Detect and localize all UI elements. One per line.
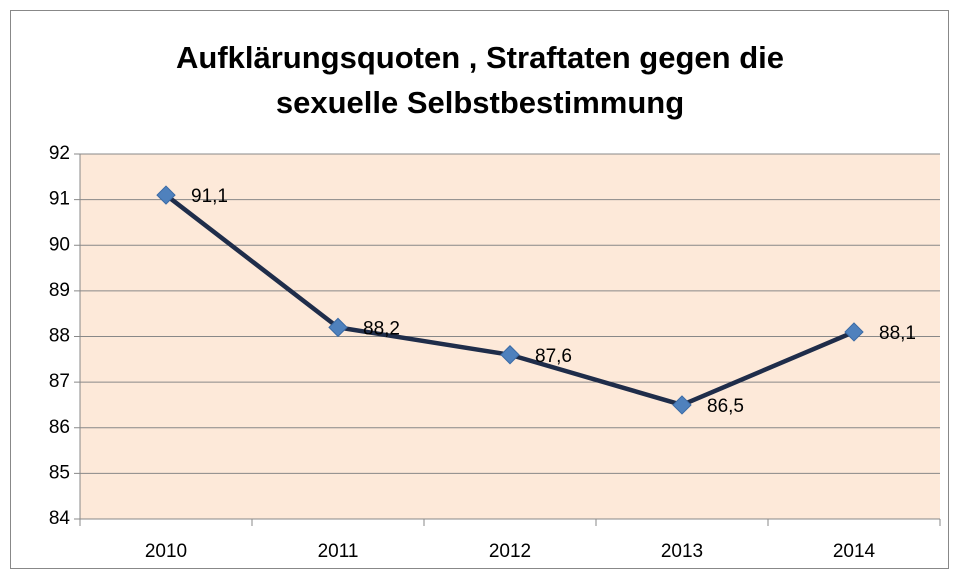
y-tick-label: 84 xyxy=(49,508,71,529)
chart-title: sexuelle Selbstbestimmung xyxy=(276,85,684,120)
data-label: 86,5 xyxy=(707,396,744,417)
y-tick-label: 86 xyxy=(49,417,70,438)
data-label: 88,1 xyxy=(879,323,916,344)
x-tick-label: 2012 xyxy=(489,541,531,562)
x-tick-label: 2010 xyxy=(145,541,187,562)
x-tick-label: 2014 xyxy=(833,541,876,562)
chart-title: Aufklärungsquoten , Straftaten gegen die xyxy=(176,40,784,75)
marker xyxy=(672,395,692,415)
y-tick-label: 87 xyxy=(49,371,70,392)
data-label: 88,2 xyxy=(363,318,400,339)
y-tick-label: 91 xyxy=(49,189,70,210)
marker xyxy=(156,185,176,205)
marker xyxy=(500,345,520,365)
y-tick-label: 89 xyxy=(49,280,70,301)
x-tick-label: 2011 xyxy=(318,541,359,562)
y-tick-label: 88 xyxy=(49,326,70,347)
y-tick-label: 90 xyxy=(49,234,70,255)
data-label: 87,6 xyxy=(535,346,572,367)
x-tick-label: 2013 xyxy=(661,541,703,562)
y-tick-label: 92 xyxy=(49,143,70,164)
marker xyxy=(328,317,348,338)
y-tick-label: 85 xyxy=(49,462,70,483)
data-label: 91,1 xyxy=(191,186,228,207)
marker xyxy=(844,322,864,342)
